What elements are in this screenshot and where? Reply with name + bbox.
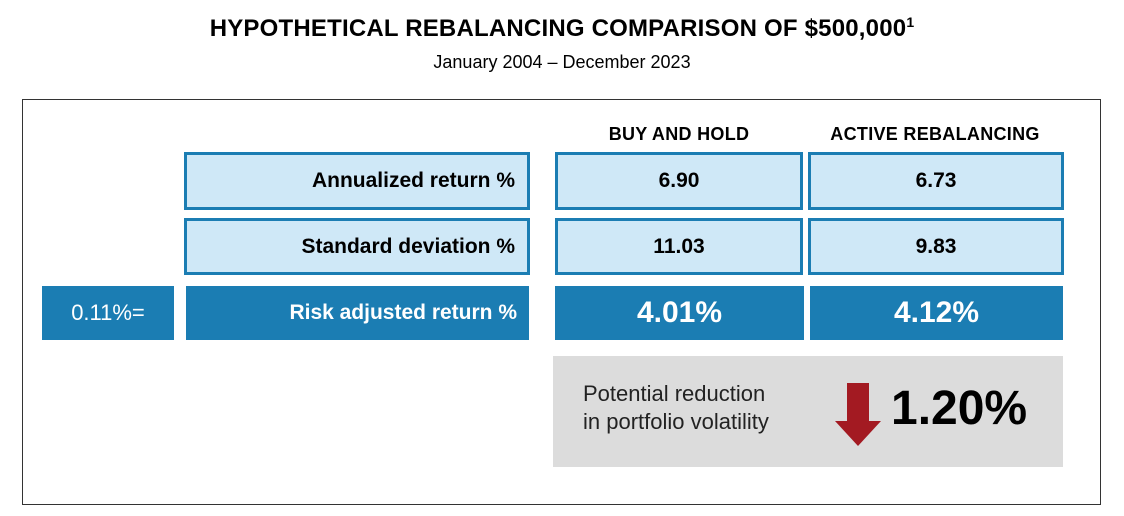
title-footnote-marker: 1: [906, 14, 915, 30]
chart-title: HYPOTHETICAL REBALANCING COMPARISON OF $…: [209, 14, 915, 42]
column-header-buy-and-hold: BUY AND HOLD: [608, 124, 750, 144]
table-frame: [22, 99, 1101, 505]
value-risk-adjusted-return-active-rebalancing: 4.12%: [810, 286, 1063, 340]
risk-adjusted-difference-chip: 0.11%=: [42, 286, 174, 340]
value-annualized-return-active-rebalancing: 6.73: [808, 152, 1064, 210]
row-label-annualized-return: Annualized return %: [184, 152, 530, 210]
volatility-reduction-caption: Potential reduction in portfolio volatil…: [583, 380, 769, 436]
value-standard-deviation-active-rebalancing: 9.83: [808, 218, 1064, 275]
down-arrow-icon: [835, 383, 881, 446]
value-risk-adjusted-return-buy-and-hold: 4.01%: [555, 286, 804, 340]
column-header-active-rebalancing: ACTIVE REBALANCING: [830, 124, 1040, 144]
chart-subtitle: January 2004 – December 2023: [433, 52, 691, 72]
volatility-reduction-box: Potential reduction in portfolio volatil…: [553, 356, 1063, 467]
volatility-reduction-value: 1.20%: [891, 382, 1028, 435]
value-annualized-return-buy-and-hold: 6.90: [555, 152, 803, 210]
row-label-standard-deviation: Standard deviation %: [184, 218, 530, 275]
row-label-risk-adjusted-return: Risk adjusted return %: [186, 286, 529, 340]
value-standard-deviation-buy-and-hold: 11.03: [555, 218, 803, 275]
volatility-caption-line-2: in portfolio volatility: [583, 409, 769, 434]
volatility-caption-line-1: Potential reduction: [583, 381, 766, 406]
